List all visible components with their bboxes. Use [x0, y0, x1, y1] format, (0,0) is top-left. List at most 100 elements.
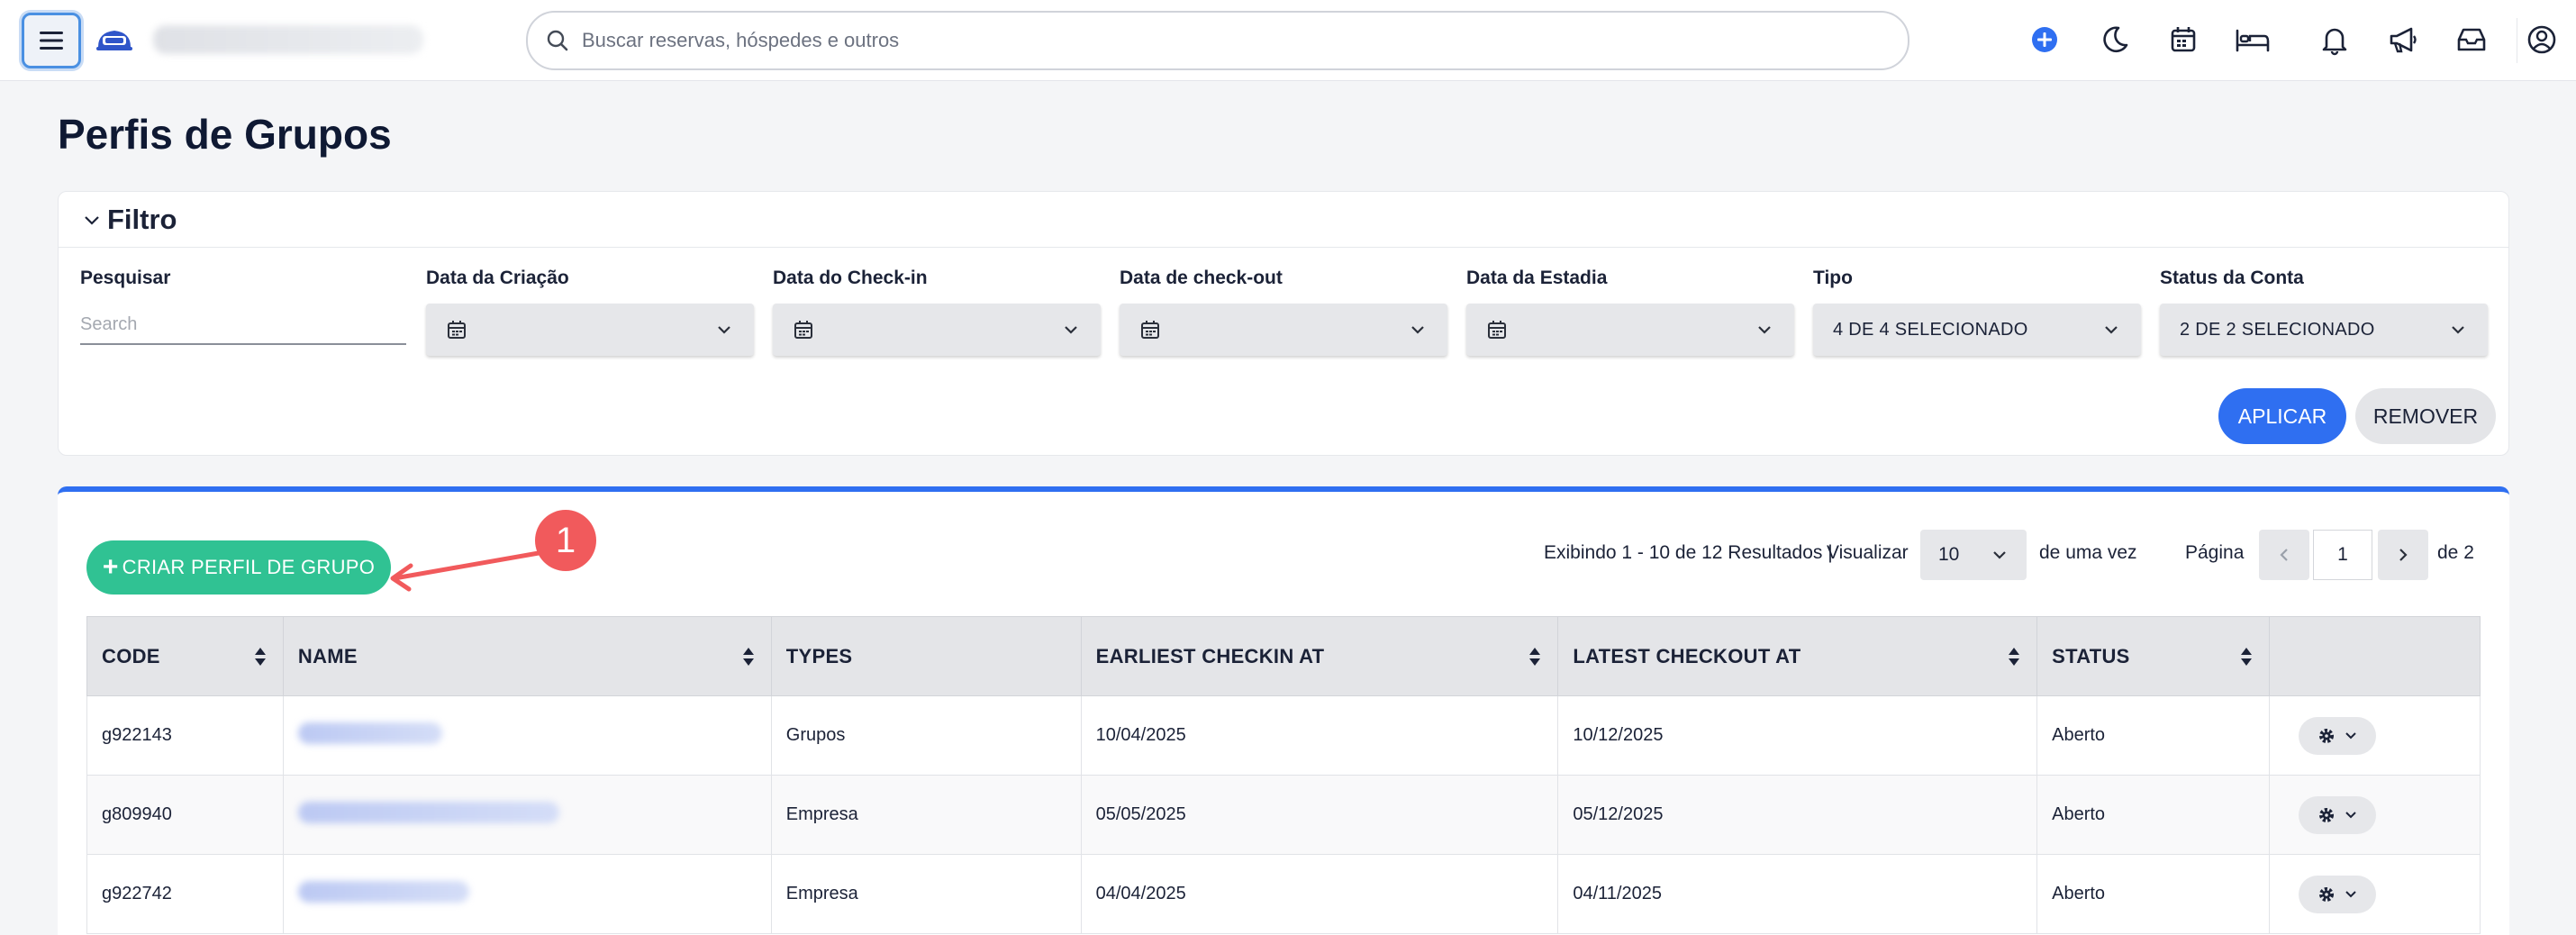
create-group-profile-label: CRIAR PERFIL DE GRUPO [122, 556, 376, 578]
group-name-link-redacted[interactable] [297, 801, 559, 823]
results-summary: Exibindo 1 - 10 de 12 Resultados | [1544, 542, 1833, 563]
checkout-date-select[interactable] [1120, 304, 1447, 356]
type-select-value: 4 DE 4 SELECIONADO [1833, 319, 2028, 340]
hotel-name-redacted [153, 25, 423, 54]
column-header-name-label: NAME [297, 644, 358, 667]
page-size-label: Visualizar [1827, 542, 1909, 563]
page-size-value: 10 [1938, 544, 1960, 565]
annotation-arrow [390, 550, 541, 592]
filter-creation-date-label: Data da Criação [426, 268, 569, 288]
filter-toggle[interactable]: Filtro [59, 192, 2508, 248]
column-header-earliest-checkin-label: EARLIEST CHECKIN AT [1095, 644, 1325, 667]
page-label: Página [2185, 542, 2245, 563]
filter-search-input[interactable] [80, 305, 406, 345]
apply-button[interactable]: APLICAR [2218, 388, 2346, 444]
filter-account-status: Status da Conta 2 DE 2 SELECIONADO [2160, 268, 2488, 356]
filter-checkin-date-label: Data do Check-in [773, 268, 928, 288]
next-page-button[interactable] [2378, 530, 2428, 580]
previous-page-button[interactable] [2259, 530, 2309, 580]
column-header-status[interactable]: STATUS [2036, 616, 2271, 696]
cell-checkout: 04/11/2025 [1557, 854, 2038, 934]
annotation-step-badge: 1 [535, 510, 596, 571]
cell-checkout: 05/12/2025 [1557, 775, 2038, 855]
sort-icon [1529, 648, 1541, 666]
top-bar [0, 0, 2576, 81]
cell-checkin: 05/05/2025 [1080, 775, 1559, 855]
column-header-latest-checkout[interactable]: LATEST CHECKOUT AT [1557, 616, 2038, 696]
chevron-down-icon [2345, 811, 2356, 818]
page-size-select[interactable]: 10 [1920, 530, 2027, 580]
cell-code: g922143 [86, 695, 284, 776]
user-circle-icon[interactable] [2526, 23, 2558, 56]
current-page-input[interactable] [2313, 530, 2372, 580]
group-name-link-redacted[interactable] [297, 722, 442, 744]
column-header-types-label: TYPES [785, 644, 853, 667]
cell-types: Empresa [770, 775, 1082, 855]
filter-account-status-label: Status da Conta [2160, 268, 2304, 288]
filter-stay-date-label: Data da Estadia [1466, 268, 1608, 288]
filter-creation-date: Data da Criação [426, 268, 754, 356]
filter-checkout-date: Data de check-out [1120, 268, 1447, 356]
table-row: g922143 Grupos 10/04/2025 10/12/2025 Abe… [86, 695, 2481, 776]
chevron-down-icon [1993, 551, 2006, 559]
cell-types: Empresa [770, 854, 1082, 934]
filter-title: Filtro [107, 203, 177, 235]
cell-code: g809940 [86, 775, 284, 855]
cell-status: Aberto [2036, 775, 2271, 855]
global-search[interactable] [526, 11, 1909, 70]
account-status-select[interactable]: 2 DE 2 SELECIONADO [2160, 304, 2488, 356]
menu-icon [40, 32, 63, 50]
group-name-link-redacted[interactable] [297, 880, 469, 903]
menu-button[interactable] [22, 13, 81, 68]
cell-types: Grupos [770, 695, 1082, 776]
filter-stay-date: Data da Estadia [1466, 268, 1794, 356]
moon-icon[interactable] [2099, 23, 2131, 56]
plus-circle-icon[interactable] [2028, 23, 2061, 56]
inbox-icon[interactable] [2455, 23, 2488, 56]
page-size-suffix: de uma vez [2039, 542, 2137, 563]
table-row: g809940 Empresa 05/05/2025 05/12/2025 Ab… [86, 775, 2481, 855]
creation-date-select[interactable] [426, 304, 754, 356]
sort-icon [2241, 648, 2253, 666]
remove-button[interactable]: REMOVER [2355, 388, 2496, 444]
cell-actions [2269, 695, 2481, 776]
plus-icon: + [102, 552, 119, 582]
table-header-row: CODE NAME TYPES EARLIEST CHECKIN AT LATE… [86, 616, 2481, 696]
column-header-earliest-checkin[interactable]: EARLIEST CHECKIN AT [1080, 616, 1559, 696]
column-header-name[interactable]: NAME [282, 616, 772, 696]
column-header-code-label: CODE [102, 644, 160, 667]
page-title: Perfis de Grupos [58, 111, 392, 158]
type-select[interactable]: 4 DE 4 SELECIONADO [1813, 304, 2141, 356]
bell-icon[interactable] [2318, 23, 2351, 56]
total-pages: de 2 [2437, 542, 2474, 563]
calendar-icon [794, 321, 812, 339]
create-group-profile-button[interactable]: + CRIAR PERFIL DE GRUPO [86, 540, 391, 595]
sort-icon [254, 648, 266, 666]
chevron-down-icon [85, 215, 99, 225]
row-actions-button[interactable] [2299, 716, 2377, 755]
bed-icon[interactable] [2234, 23, 2272, 56]
account-status-select-value: 2 DE 2 SELECIONADO [2180, 319, 2375, 340]
calendar-icon[interactable] [2167, 23, 2200, 56]
filter-type-label: Tipo [1813, 268, 1853, 288]
filter-search: Pesquisar [80, 268, 406, 345]
stay-date-select[interactable] [1466, 304, 1794, 356]
chevron-down-icon [2345, 731, 2356, 739]
column-header-status-label: STATUS [2052, 644, 2130, 667]
filter-type: Tipo 4 DE 4 SELECIONADO [1813, 268, 2141, 356]
calendar-icon [1141, 321, 1159, 339]
cell-status: Aberto [2036, 695, 2271, 776]
global-search-input[interactable] [582, 29, 1843, 52]
row-actions-button[interactable] [2299, 875, 2377, 913]
chevron-down-icon [1411, 326, 1424, 334]
calendar-icon [448, 321, 466, 339]
row-actions-button[interactable] [2299, 795, 2377, 834]
cell-checkout: 10/12/2025 [1557, 695, 2038, 776]
table-row: g922742 Empresa 04/04/2025 04/11/2025 Ab… [86, 854, 2481, 934]
column-header-code[interactable]: CODE [86, 616, 284, 696]
checkin-date-select[interactable] [773, 304, 1101, 356]
logo[interactable] [95, 23, 133, 56]
chevron-down-icon [2452, 326, 2464, 334]
group-profiles-table: CODE NAME TYPES EARLIEST CHECKIN AT LATE… [86, 616, 2481, 934]
megaphone-icon[interactable] [2387, 23, 2419, 56]
